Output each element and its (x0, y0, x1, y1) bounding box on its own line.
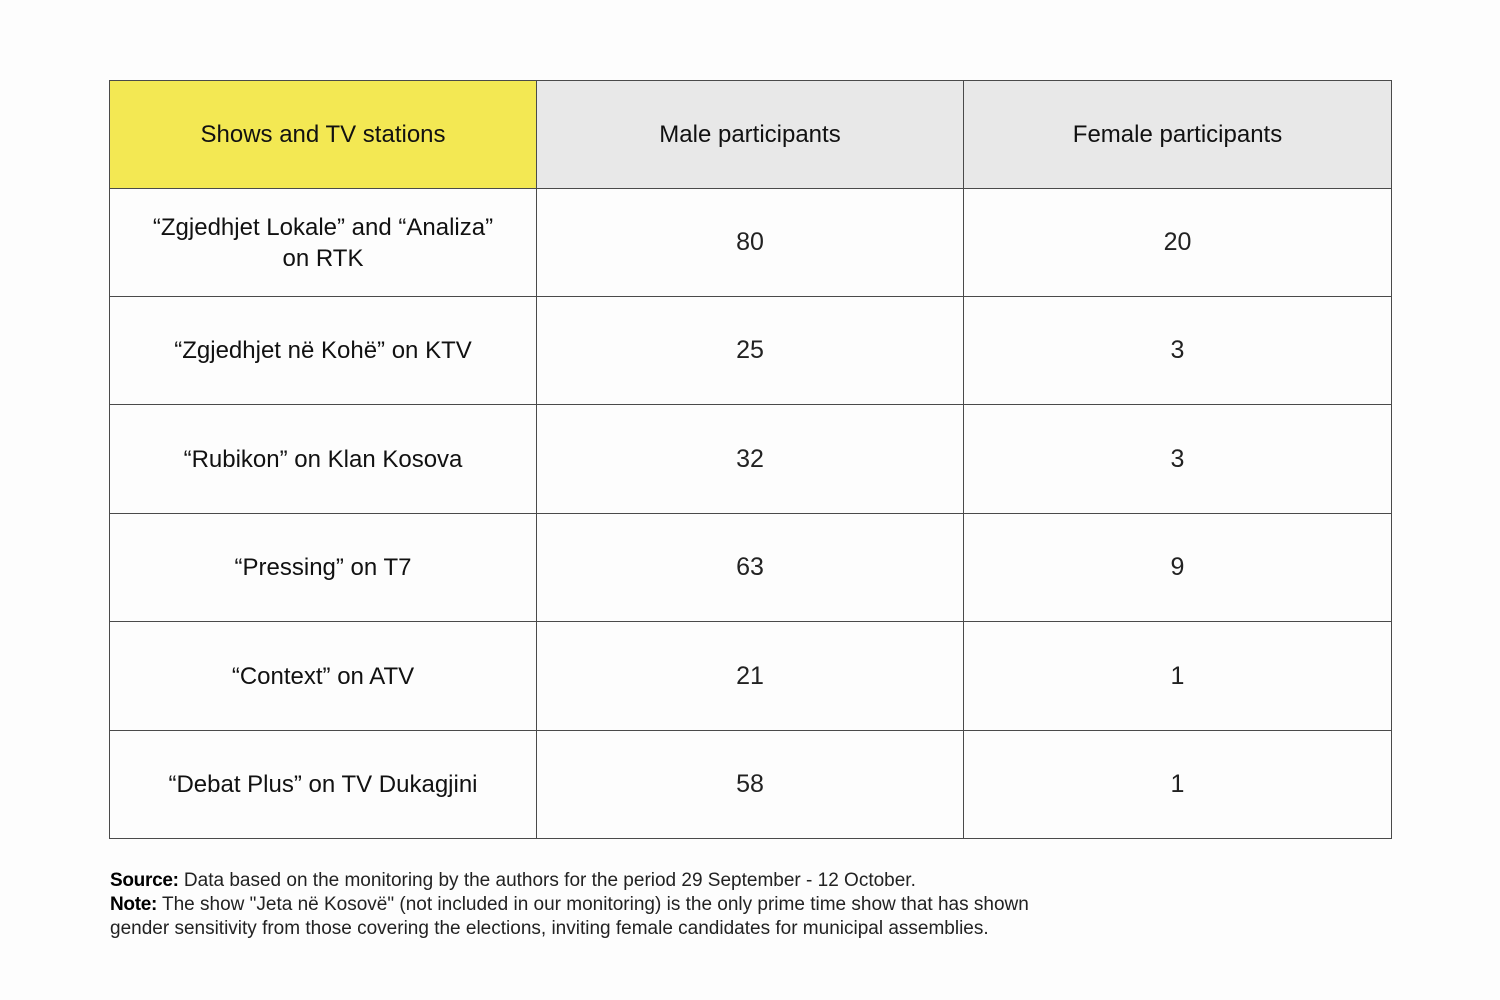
male-count-cell: 21 (536, 621, 964, 731)
show-name-cell: “Zgjedhjet Lokale” and “Analiza” on RTK (109, 188, 537, 297)
table-row: “Zgjedhjet në Kohë” on KTV 25 3 (109, 296, 1392, 405)
male-count-cell: 58 (536, 730, 964, 839)
female-count-cell: 20 (963, 188, 1392, 297)
male-count-cell: 63 (536, 513, 964, 622)
female-count-cell: 1 (963, 621, 1392, 731)
male-count-cell: 80 (536, 188, 964, 297)
show-name-cell: “Pressing” on T7 (109, 513, 537, 622)
column-header-shows: Shows and TV stations (109, 80, 537, 189)
participants-table: Shows and TV stations Male participants … (109, 80, 1392, 839)
male-count-cell: 32 (536, 404, 964, 514)
female-count-cell: 1 (963, 730, 1392, 839)
source-text: Data based on the monitoring by the auth… (178, 870, 916, 891)
show-name-cell: “Zgjedhjet në Kohë” on KTV (109, 296, 537, 405)
note-label: Note: (110, 894, 158, 915)
column-header-female: Female participants (963, 80, 1392, 189)
note-text: The show "Jeta në Kosovë" (not included … (110, 894, 1029, 939)
header-row: Shows and TV stations Male participants … (109, 80, 1392, 189)
footnote: Source: Data based on the monitoring by … (110, 869, 1040, 941)
note-line: Note: The show "Jeta në Kosovë" (not inc… (110, 893, 1040, 941)
column-header-male: Male participants (536, 80, 964, 189)
table-row: “Zgjedhjet Lokale” and “Analiza” on RTK … (109, 188, 1392, 297)
table-row: “Debat Plus” on TV Dukagjini 58 1 (109, 730, 1392, 839)
show-name-cell: “Debat Plus” on TV Dukagjini (109, 730, 537, 839)
table-row: “Rubikon” on Klan Kosova 32 3 (109, 404, 1392, 514)
show-name-cell: “Context” on ATV (109, 621, 537, 731)
source-label: Source: (110, 870, 179, 891)
female-count-cell: 3 (963, 296, 1392, 405)
male-count-cell: 25 (536, 296, 964, 405)
female-count-cell: 3 (963, 404, 1392, 514)
female-count-cell: 9 (963, 513, 1392, 622)
table-row: “Context” on ATV 21 1 (109, 621, 1392, 731)
source-line: Source: Data based on the monitoring by … (110, 869, 1040, 893)
show-name-cell: “Rubikon” on Klan Kosova (109, 404, 537, 514)
table-row: “Pressing” on T7 63 9 (109, 513, 1392, 622)
